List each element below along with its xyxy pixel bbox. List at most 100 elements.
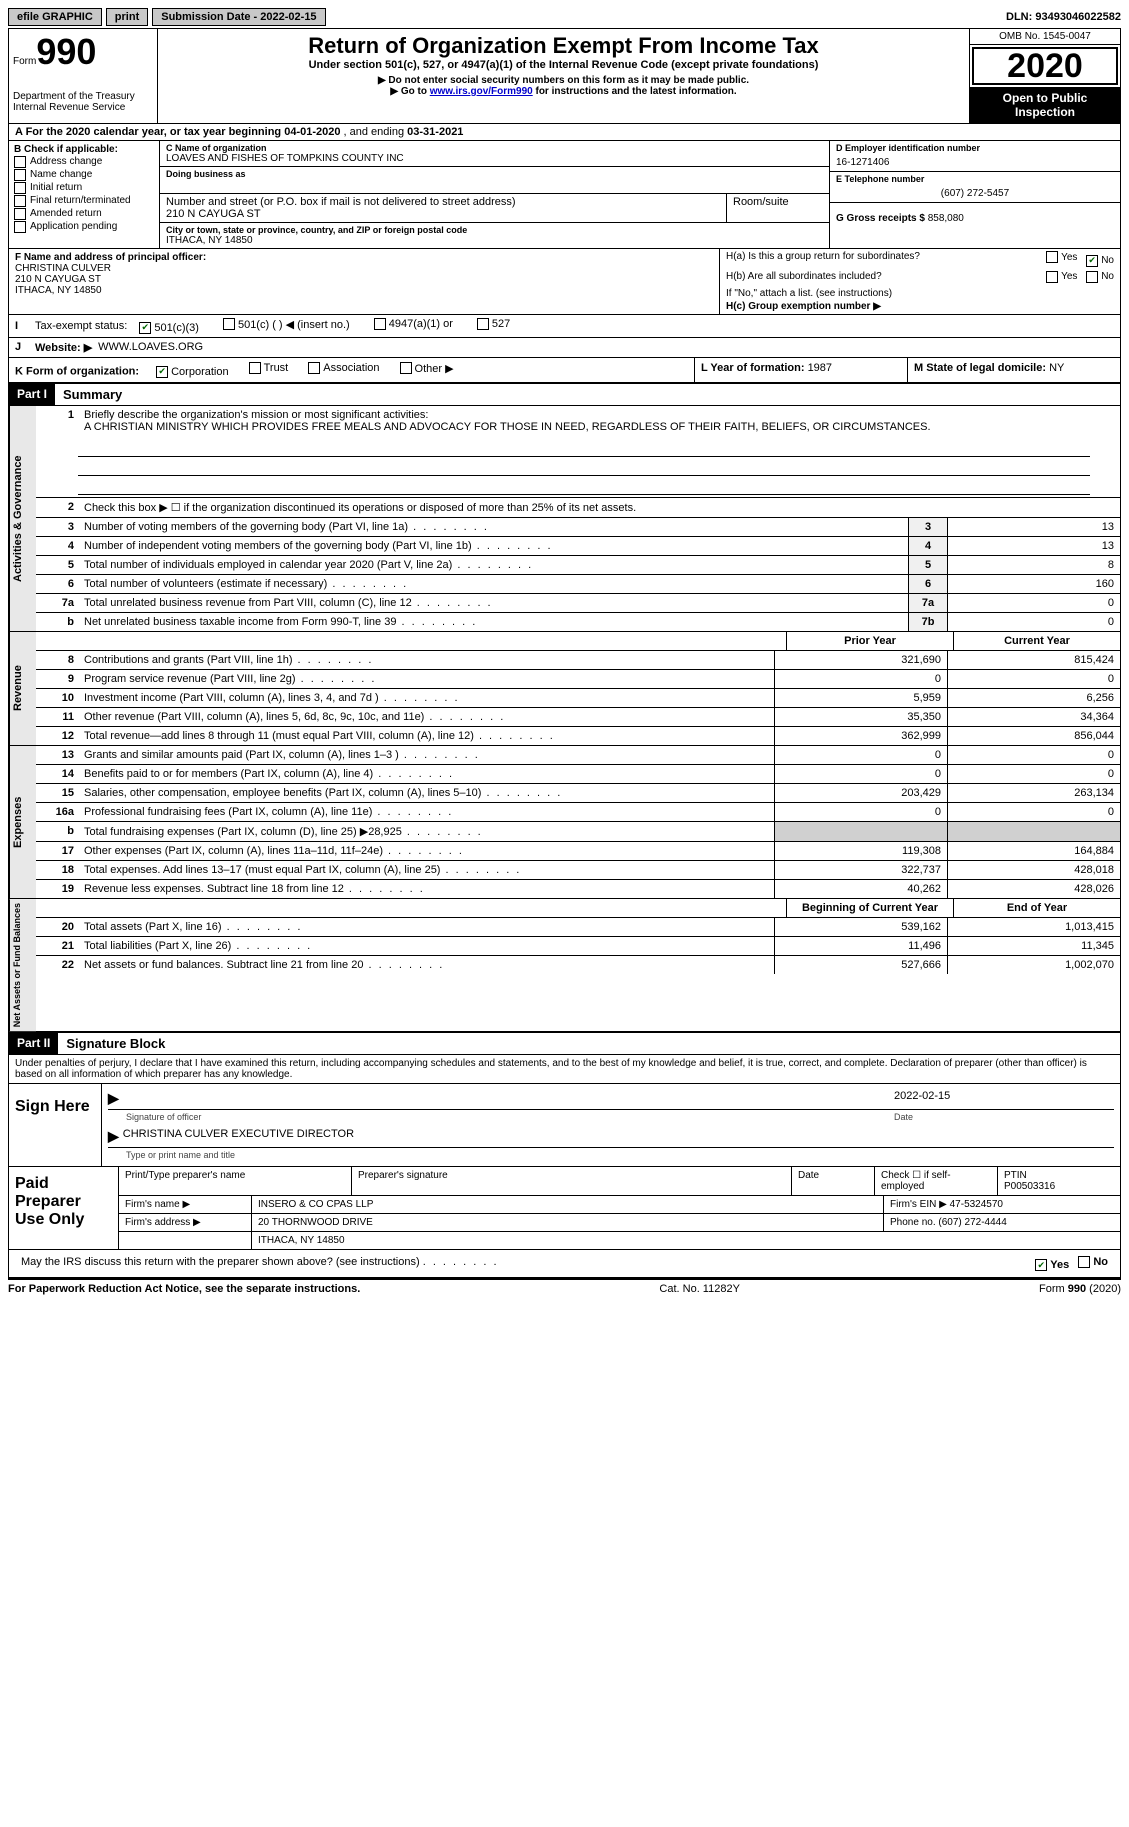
begin-year-hdr: Beginning of Current Year [786,899,953,917]
discuss-no[interactable] [1078,1256,1090,1268]
officer-label: F Name and address of principal officer: [15,252,206,263]
linek-label-1: Trust [264,362,289,374]
firm-name-lbl: Firm's name ▶ [119,1196,252,1213]
preparer-left: Paid Preparer Use Only [9,1167,119,1249]
part1-bar: Part I Summary [9,382,1120,406]
sign-here-label: Sign Here [9,1084,102,1166]
linek-check-3[interactable] [400,362,412,374]
discuss-row: May the IRS discuss this return with the… [9,1249,1120,1278]
side-activities: Activities & Governance [9,406,36,631]
linei-check-2[interactable] [374,318,386,330]
linei-opt-2: 4947(a)(1) or [374,318,453,330]
na-current-22: 1,002,070 [947,956,1120,974]
firm-ein: Firm's EIN ▶ 47-5324570 [884,1196,1120,1213]
line-i: I Tax-exempt status: 501(c)(3)501(c) ( )… [9,314,1120,337]
end-year-hdr: End of Year [953,899,1120,917]
irs-link[interactable]: www.irs.gov/Form990 [430,86,533,97]
linek-check-0[interactable] [156,366,168,378]
linei-check-0[interactable] [139,322,151,334]
m-label: M State of legal domicile: [914,362,1049,374]
mission-val: A CHRISTIAN MINISTRY WHICH PROVIDES FREE… [84,421,931,433]
linei-check-1[interactable] [223,318,235,330]
footer-mid: Cat. No. 11282Y [659,1283,740,1295]
form-number: Form990 [13,31,153,73]
na-prior-21: 11,496 [774,937,947,955]
ha-yes-check[interactable] [1046,251,1058,263]
boxb-check-2[interactable] [14,182,26,194]
boxb-check-4[interactable] [14,208,26,220]
rev-num-9: 9 [36,670,80,688]
boxb-label-2: Initial return [30,182,82,193]
boxb-check-0[interactable] [14,156,26,168]
rev-prior-8: 321,690 [774,651,947,669]
firm-ein-val: 47-5324570 [950,1199,1003,1210]
q2-text: Check this box ▶ ☐ if the organization d… [80,498,1120,517]
exp-row-17: 17Other expenses (Part IX, column (A), l… [36,841,1120,860]
footer-right: Form 990 (2020) [1039,1283,1121,1295]
gross-label: G Gross receipts $ [836,213,928,224]
rev-hdr: Prior Year Current Year [36,632,1120,650]
rev-prior-12: 362,999 [774,727,947,745]
top-bar: efile GRAPHIC print Submission Date - 20… [8,8,1121,26]
box-h: H(a) Is this a group return for subordin… [720,249,1120,314]
boxb-check-3[interactable] [14,195,26,207]
act-text-6: Total number of volunteers (estimate if … [80,575,908,593]
exp-num-13: 13 [36,746,80,764]
prep-selfemp: Check ☐ if self-employed [875,1167,998,1195]
prep-r3: Firm's address ▶ 20 THORNWOOD DRIVE Phon… [119,1214,1120,1232]
ha-no-check[interactable] [1086,255,1098,267]
line-a-begin: 04-01-2020 [284,126,340,138]
line-klm: K Form of organization: CorporationTrust… [9,357,1120,382]
arrow-icon-2: ▶ [108,1128,119,1145]
na-current-21: 11,345 [947,937,1120,955]
boxb-check-1[interactable] [14,169,26,181]
org-name: LOAVES AND FISHES OF TOMPKINS COUNTY INC [166,153,823,164]
exp-num-17: 17 [36,842,80,860]
discuss-text: May the IRS discuss this return with the… [21,1256,420,1268]
officer-name: CHRISTINA CULVER [15,263,111,274]
na-hdr: Beginning of Current Year End of Year [36,899,1120,917]
linei-opt-1: 501(c) ( ) ◀ (insert no.) [223,318,350,331]
act-cellnum-7a: 7a [908,594,947,612]
efile-button[interactable]: efile GRAPHIC [8,8,102,26]
line-m: M State of legal domicile: NY [908,358,1120,382]
print-button[interactable]: print [106,8,148,26]
exp-row-16a: 16aProfessional fundraising fees (Part I… [36,802,1120,821]
part2-bar: Part II Signature Block [9,1031,1120,1055]
header-mid: Return of Organization Exempt From Incom… [158,29,969,123]
website-label: Website: ▶ [35,341,92,354]
j-letter: J [15,341,29,353]
i-letter: I [15,320,29,332]
line-j: J Website: ▶ WWW.LOAVES.ORG [9,337,1120,357]
city-label: City or town, state or province, country… [166,225,823,235]
exp-num-b: b [36,822,80,841]
exp-text-13: Grants and similar amounts paid (Part IX… [80,746,774,764]
street-cell: Number and street (or P.O. box if mail i… [160,194,727,222]
linei-opt-3: 527 [477,318,510,330]
sign-mid: ▶ 2022-02-15 Signature of officer Date ▶… [102,1084,1120,1166]
q1-row: 1 Briefly describe the organization's mi… [36,406,1120,436]
hb-no-check[interactable] [1086,271,1098,283]
part2-title: Signature Block [58,1033,173,1054]
dln-label: DLN: [1006,11,1035,23]
hb-yes-check[interactable] [1046,271,1058,283]
rev-row-8: 8Contributions and grants (Part VIII, li… [36,650,1120,669]
phone-label: E Telephone number [836,174,1114,184]
boxb-item-4: Amended return [14,208,154,220]
na-row-21: 21Total liabilities (Part X, line 26)11,… [36,936,1120,955]
linek-check-1[interactable] [249,362,261,374]
exp-current-14: 0 [947,765,1120,783]
rev-row-10: 10Investment income (Part VIII, column (… [36,688,1120,707]
boxb-label-0: Address change [30,156,102,167]
boxb-check-5[interactable] [14,221,26,233]
line-a: A For the 2020 calendar year, or tax yea… [9,124,1120,141]
firm-phone: Phone no. (607) 272-4444 [884,1214,1120,1231]
mission-q: Briefly describe the organization's miss… [84,409,428,421]
exp-current-b [947,822,1120,841]
linei-check-3[interactable] [477,318,489,330]
linek-check-2[interactable] [308,362,320,374]
firm-phone-lbl: Phone no. [890,1217,936,1228]
act-text-4: Number of independent voting members of … [80,537,908,555]
discuss-yes[interactable] [1035,1259,1047,1271]
activities-section: Activities & Governance 1 Briefly descri… [9,406,1120,631]
